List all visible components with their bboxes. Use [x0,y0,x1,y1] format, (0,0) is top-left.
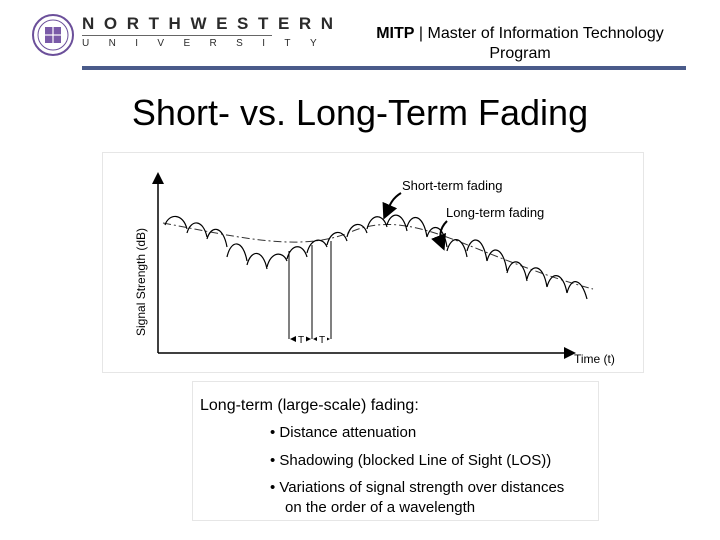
x-axis-label: Time (t) [574,352,615,366]
short-term-fading-pointer [382,192,402,220]
period-label-1: T [298,335,304,346]
bullet-distance-attenuation: • Distance attenuation [270,424,417,441]
program-separator: | [414,25,428,42]
university-seal-icon [32,14,74,56]
program-name: Master of Information Technology Program [427,25,664,62]
slide-title: Short- vs. Long-Term Fading [131,92,589,133]
wordmark-divider [82,35,272,36]
short-term-fading-curve [164,214,588,300]
slide-header: NORTHWESTERN UNIVERSITY MITP | Master of… [0,0,720,75]
fading-diagram: Signal Strength (dB) Time (t) [102,152,644,373]
long-term-fading-notes: Long-term (large-scale) fading: • Distan… [192,381,599,521]
notes-heading: Long-term (large-scale) fading: [200,397,419,414]
header-accent-bar [82,66,686,70]
long-term-trend-line [162,222,594,290]
program-title: MITP | Master of Information Technology … [350,24,690,64]
fading-diagram-canvas: Signal Strength (dB) Time (t) [134,172,615,366]
bullet-signal-variations-line2: on the order of a wavelength [285,499,476,516]
bullet-signal-variations: • Variations of signal strength over dis… [270,478,564,518]
long-term-fading-pointer [431,220,448,251]
bullet-shadowing: • Shadowing (blocked Line of Sight (LOS)… [270,452,552,469]
bullet-signal-variations-line1: • Variations of signal strength over dis… [270,479,565,496]
program-prefix: MITP [376,25,415,42]
y-axis-label: Signal Strength (dB) [134,228,148,336]
university-wordmark-bottom: UNIVERSITY [82,38,337,49]
long-term-fading-label: Long-term fading [446,205,544,220]
short-term-fading-label: Short-term fading [402,178,502,193]
university-wordmark-top: NORTHWESTERN [82,14,343,33]
period-label-2: T [319,335,325,346]
